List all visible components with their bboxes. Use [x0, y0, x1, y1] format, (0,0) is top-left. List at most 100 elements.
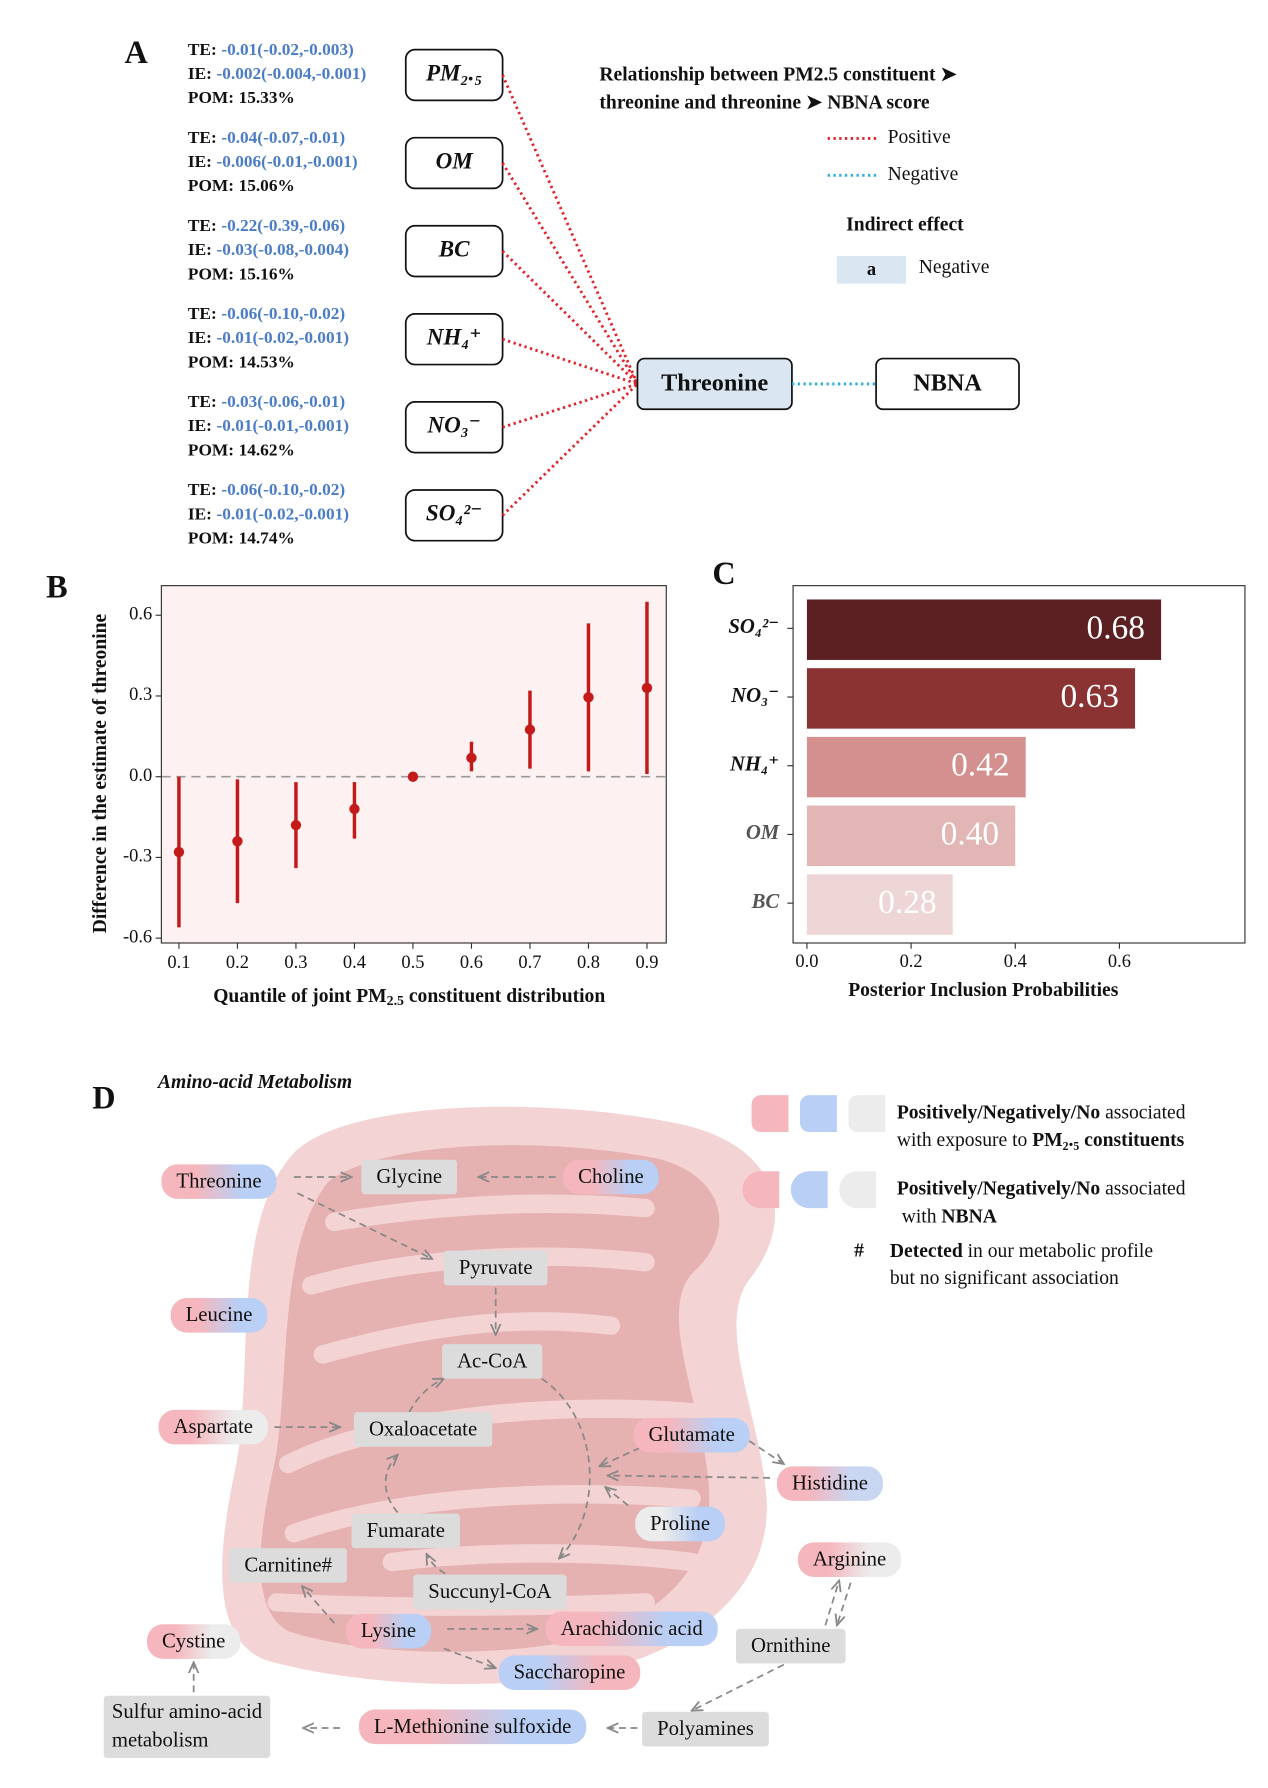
plot-frame [792, 585, 1246, 944]
metabolite: Ornithine [736, 1628, 846, 1664]
metabolite-label: Oxaloacetate [369, 1418, 477, 1440]
ie-value: -0.01(-0.02,-0.001) [217, 328, 349, 347]
effect-label: POM: [188, 88, 234, 107]
legend-title: threonine and threonine ➤ NBNA score [599, 92, 930, 113]
metabolite: Proline [635, 1506, 726, 1542]
x-axis-title-part: constituent distribution [404, 986, 605, 1007]
effect-line: TE: -0.04(-0.07,-0.01) [188, 128, 345, 147]
bar [806, 736, 1026, 798]
legend-bold: NBNA [941, 1206, 996, 1227]
metabolite: Glycine [361, 1159, 458, 1195]
effect-label: TE: [188, 128, 217, 147]
legend-icon [790, 1171, 828, 1209]
metabolite-box [633, 1417, 750, 1453]
bar [806, 599, 1162, 660]
indirect-swatch [836, 255, 907, 284]
metabolite-box [736, 1628, 846, 1664]
effect-line: IE: -0.01(-0.01,-0.001) [188, 416, 349, 435]
legend-icon [751, 1095, 789, 1133]
metabolite-label: Proline [650, 1513, 710, 1535]
metabolite: Ac-CoA [442, 1344, 543, 1379]
point [349, 803, 360, 815]
metabolite-box [361, 1159, 458, 1195]
metabolite-label: Leucine [186, 1304, 253, 1326]
metabolite-label: Threonine [176, 1171, 261, 1193]
effect-label: IE: [188, 152, 212, 171]
outcome-label: NBNA [913, 370, 982, 397]
x-axis-title-part: Quantile of joint PM [213, 986, 386, 1007]
metabolite-box [146, 1624, 241, 1659]
effect-line: IE: -0.01(-0.02,-0.001) [188, 328, 349, 347]
x-tick-label: 0.5 [401, 952, 424, 972]
metabolite-label: Lysine [361, 1620, 416, 1642]
metabolite-label: Pyruvate [459, 1257, 533, 1279]
exposure-label: NH₄⁺ [426, 323, 482, 349]
plot-frame [160, 585, 667, 944]
legend-plain: associated [1100, 1102, 1186, 1123]
point [290, 819, 302, 831]
legend-label: Positive [888, 127, 951, 148]
metabolite-label: Choline [578, 1166, 644, 1188]
metabolite-label: L-Methionine sulfoxide [374, 1716, 572, 1738]
panel-label: B [46, 569, 68, 605]
effect-label: IE: [188, 504, 212, 523]
metabolite-label: Fumarate [367, 1520, 445, 1542]
x-tick-label: 0.3 [284, 952, 307, 972]
effect-label: IE: [188, 328, 212, 347]
metabolite: Lysine [345, 1613, 432, 1649]
metabolite-box [442, 1344, 543, 1379]
positive-path [502, 337, 638, 386]
metabolite: Oxaloacetate [353, 1412, 493, 1447]
metabolite-box [443, 1250, 548, 1286]
effect-line: POM: 14.74% [188, 529, 295, 548]
x-tick-label: 0.2 [226, 952, 249, 972]
metabolite-label: Sulfur amino-acid [112, 1701, 263, 1723]
metabolite-box [776, 1466, 883, 1501]
legend-bold: Positively/Negatively/No [897, 1102, 1101, 1123]
metabolite-box [103, 1695, 271, 1758]
y-tick-label: -0.3 [123, 846, 152, 866]
metabolite-box [229, 1548, 347, 1583]
metabolite-box [563, 1159, 659, 1195]
legend-plain: with [897, 1206, 942, 1227]
metabolite-box [351, 1513, 460, 1549]
te-value: -0.01(-0.02,-0.003) [221, 40, 353, 59]
metabolite: Fumarate [351, 1513, 460, 1549]
effect-label: IE: [188, 64, 212, 83]
metabolite: Succunyl-CoA [413, 1574, 567, 1610]
panel-c: 0.68 SO₄²⁻ 0.63 NO₃⁻ 0.42 NH₄⁺ 0.40 OM 0.28 BC 0.0… [728, 585, 1246, 1001]
metabolite-label: Saccharopine [514, 1662, 626, 1684]
metabolite-box [170, 1298, 268, 1333]
x-axis-title: Posterior Inclusion Probabilities [848, 980, 1118, 1001]
y-tick-label: NH₄⁺ [729, 754, 779, 776]
panel-b: -0.6 -0.3 0.0 0.3 0.6 0.1 0.2 0.3 0.4 0.5 0.6 0.7 0.… [90, 585, 667, 1008]
x-tick-label: 0.9 [635, 952, 658, 972]
ie-value: -0.01(-0.02,-0.001) [217, 504, 349, 523]
positive-path [501, 74, 639, 385]
legend-bold: Detected [890, 1240, 963, 1261]
x-tick-label: 0.7 [518, 952, 541, 972]
effect-line: POM: 15.33% [188, 88, 295, 107]
effect-label: IE: [188, 416, 212, 435]
legend-text: with NBNA [897, 1206, 997, 1227]
metabolite: Aspartate [158, 1409, 268, 1445]
metabolite-label: Arachidonic acid [561, 1618, 704, 1640]
effect-line: POM: 15.16% [188, 264, 295, 283]
metabolite: Saccharopine [498, 1655, 641, 1690]
metabolite-box [413, 1574, 567, 1610]
metabolite: Threonine [161, 1164, 277, 1199]
pom-value: 15.06% [239, 176, 295, 195]
metabolite-box [345, 1613, 432, 1649]
te-value: -0.06(-0.10,-0.02) [221, 480, 345, 499]
metabolite-box [642, 1711, 769, 1747]
effect-label: TE: [188, 304, 217, 323]
metabolite: Arachidonic acid [545, 1611, 718, 1647]
effect-line: IE: -0.01(-0.02,-0.001) [188, 504, 349, 523]
metabolite: Choline [563, 1159, 659, 1195]
effect-line: POM: 14.62% [188, 440, 295, 459]
metabolite-box [358, 1709, 587, 1745]
metabolite-label: Glycine [376, 1166, 442, 1188]
effect-line: TE: -0.22(-0.39,-0.06) [188, 216, 345, 235]
point [524, 724, 536, 735]
